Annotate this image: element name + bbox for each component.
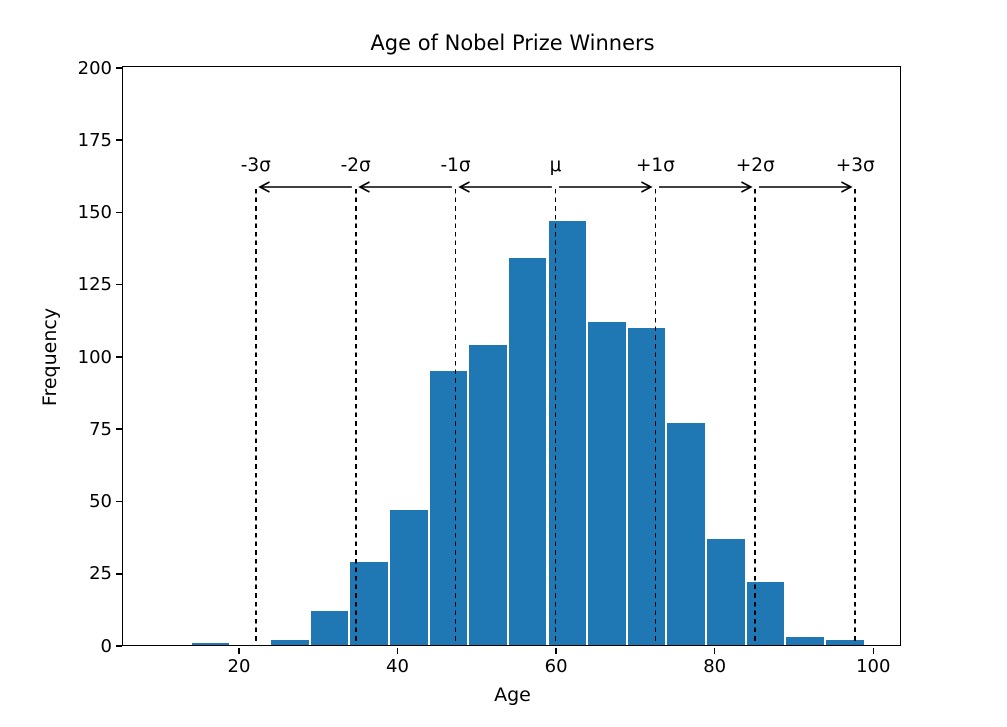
- x-tick: [396, 647, 399, 655]
- y-tick-label: 50: [89, 491, 112, 512]
- arrow-left-icon: [258, 181, 353, 193]
- sigma-line: [454, 188, 457, 646]
- sigma-label: +3σ: [835, 154, 875, 176]
- histogram-bar: [627, 327, 666, 646]
- sigma-label: +2σ: [735, 154, 775, 176]
- x-tick: [555, 647, 557, 655]
- sigma-line: [554, 188, 557, 646]
- chart-title: Age of Nobel Prize Winners: [370, 31, 655, 55]
- sigma-line: [254, 188, 257, 646]
- y-tick-label: 150: [77, 202, 112, 223]
- histogram-bar: [469, 344, 507, 646]
- histogram-bar: [310, 610, 349, 646]
- y-tick: [115, 645, 123, 647]
- arrow-right-icon: [558, 181, 653, 193]
- histogram-bar: [786, 636, 824, 646]
- sigma-label: +1σ: [635, 154, 675, 176]
- x-tick-label: 20: [227, 656, 251, 677]
- x-tick-label: 80: [703, 656, 727, 677]
- y-tick: [115, 67, 123, 69]
- arrow-right-icon: [658, 181, 753, 193]
- x-axis-label: Age: [494, 684, 531, 706]
- histogram-bar: [588, 321, 626, 646]
- histogram-bar: [389, 509, 428, 646]
- y-tick-label: 100: [77, 346, 112, 368]
- y-tick: [115, 211, 123, 214]
- sigma-label: -2σ: [340, 154, 371, 176]
- histogram-bar: [746, 581, 785, 646]
- histogram-bar: [508, 258, 547, 646]
- sigma-label: -3σ: [240, 154, 271, 176]
- y-tick: [115, 139, 123, 141]
- histogram-bar: [191, 642, 230, 646]
- histogram-bar: [707, 538, 745, 646]
- sigma-label: -1σ: [440, 154, 471, 176]
- y-axis-label: Frequency: [39, 307, 61, 407]
- x-tick: [238, 647, 240, 655]
- y-tick-label: 175: [77, 129, 112, 151]
- y-tick-label: 200: [77, 57, 112, 79]
- sigma-line: [854, 188, 857, 646]
- arrow-left-icon: [358, 181, 453, 193]
- x-tick: [713, 647, 716, 655]
- x-tick-label: 60: [544, 656, 568, 677]
- sigma-label: μ: [549, 154, 562, 176]
- arrow-left-icon: [458, 181, 552, 193]
- y-tick: [115, 356, 123, 358]
- histogram-bar: [271, 639, 309, 646]
- y-tick-label: 25: [89, 563, 112, 585]
- histogram-bar: [429, 370, 468, 646]
- histogram-bar: [667, 422, 706, 646]
- y-tick: [115, 573, 123, 575]
- y-tick: [115, 500, 123, 503]
- y-tick-label: 125: [77, 274, 112, 296]
- x-tick: [872, 647, 875, 655]
- y-tick: [115, 428, 123, 430]
- x-tick-label: 40: [386, 656, 409, 677]
- y-tick-label: 75: [89, 418, 112, 440]
- y-tick: [115, 283, 123, 286]
- y-tick-label: 0: [100, 635, 112, 657]
- histogram-bar: [826, 639, 864, 646]
- histogram-bar: [350, 561, 388, 646]
- sigma-line: [754, 188, 757, 646]
- sigma-line: [654, 188, 657, 646]
- sigma-line: [354, 188, 357, 646]
- arrow-right-icon: [758, 181, 853, 193]
- x-tick-label: 100: [856, 656, 891, 677]
- plot-area: -3σ -2σ -1σ μ +1σ +2σ +3σ: [122, 66, 902, 647]
